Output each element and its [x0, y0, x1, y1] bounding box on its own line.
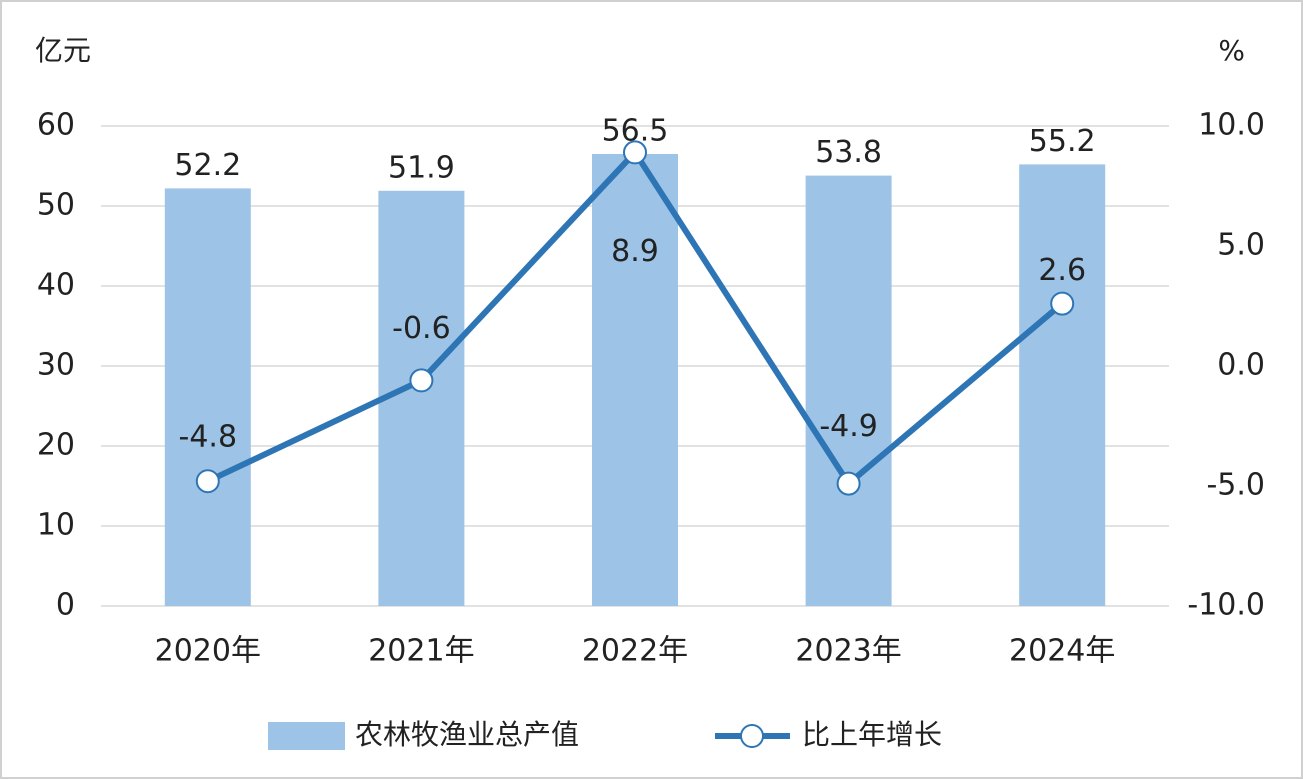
y2-tick-label: 0.0 — [1217, 348, 1265, 383]
bar — [164, 188, 251, 606]
line-value-label: 2.6 — [1038, 253, 1086, 288]
legend-swatch — [268, 722, 345, 750]
x-tick-label: 2021年 — [368, 634, 474, 669]
y-tick-label: 30 — [37, 348, 75, 383]
line-value-label: -0.6 — [392, 311, 451, 346]
y2-tick-label: -10.0 — [1187, 588, 1265, 623]
line-point — [1050, 291, 1075, 316]
line-value-label: -4.9 — [819, 409, 878, 444]
legend-label: 农林牧渔业总产值 — [355, 718, 579, 751]
bar-value-label: 53.8 — [815, 135, 882, 170]
y-tick-label: 50 — [37, 188, 75, 223]
x-tick-label: 2024年 — [1009, 634, 1115, 669]
legend-swatch — [740, 724, 764, 748]
line-point — [623, 140, 647, 165]
y2-axis-unit: % — [1218, 34, 1245, 67]
y-tick-label: 10 — [37, 508, 75, 543]
y2-tick-label: 5.0 — [1217, 228, 1265, 263]
line-point — [195, 469, 220, 494]
y-tick-label: 60 — [37, 108, 75, 143]
line-point — [836, 471, 861, 496]
line-point — [409, 368, 434, 393]
legend-label: 比上年增长 — [802, 718, 942, 751]
line-value-label: -4.8 — [179, 420, 238, 455]
bar — [1019, 164, 1106, 606]
y2-tick-label: -5.0 — [1206, 468, 1265, 503]
x-tick-label: 2022年 — [582, 634, 688, 669]
y-tick-label: 40 — [37, 268, 75, 303]
bar-value-label: 52.2 — [174, 148, 241, 183]
bar — [378, 190, 465, 607]
bar — [592, 154, 678, 606]
y2-tick-label: 10.0 — [1198, 108, 1265, 143]
bar-value-label: 55.2 — [1029, 124, 1096, 159]
y-tick-label: 0 — [56, 588, 75, 623]
line-value-label: 8.9 — [611, 234, 659, 269]
bar-value-label: 51.9 — [388, 150, 455, 185]
bar — [805, 175, 892, 606]
y-axis-unit: 亿元 — [35, 34, 91, 67]
x-tick-label: 2020年 — [155, 634, 261, 669]
y-tick-label: 20 — [37, 428, 75, 463]
x-tick-label: 2023年 — [795, 634, 901, 669]
